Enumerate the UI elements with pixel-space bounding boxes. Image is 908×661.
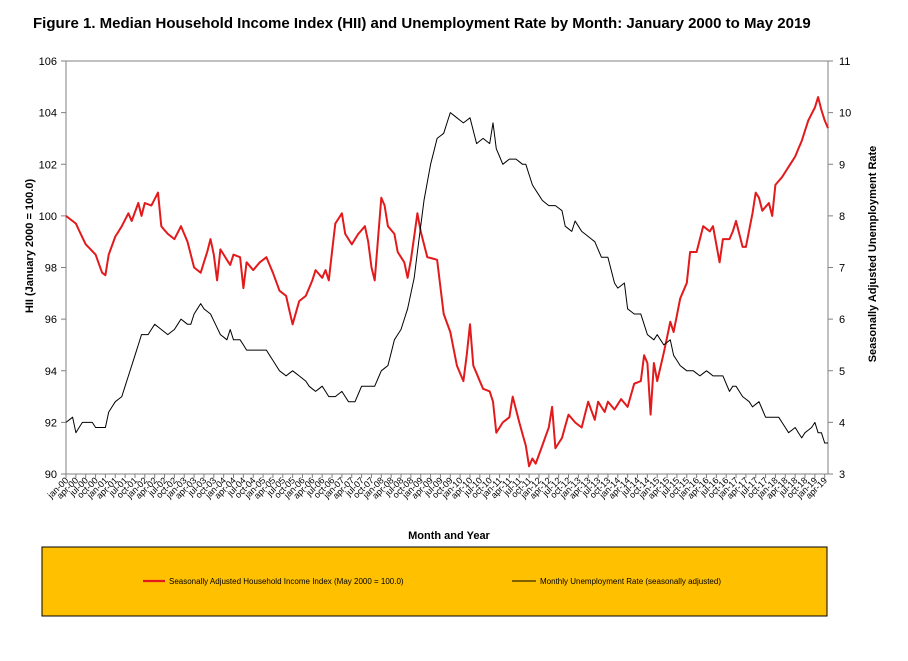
legend-box [41, 546, 828, 617]
left-tick-label: 106 [39, 56, 57, 68]
left-y-axis: 90 92 94 96 98 100 102 104 106 [39, 56, 66, 481]
right-tick-label: 11 [839, 56, 850, 68]
legend-label-income: Seasonally Adjusted Household Income Ind… [169, 577, 404, 586]
left-tick-label: 100 [39, 211, 57, 223]
right-tick-label: 6 [839, 314, 845, 326]
right-axis-title: Seasonally Adjusted Unemployment Rate [867, 146, 879, 363]
legend-label-unemployment: Monthly Unemployment Rate (seasonally ad… [540, 577, 721, 586]
left-tick-label: 104 [39, 108, 57, 120]
right-tick-label: 7 [839, 263, 845, 275]
right-tick-label: 5 [839, 366, 845, 378]
series-line-unemployment-rate [65, 112, 828, 444]
x-axis-title: Month and Year [408, 530, 490, 542]
left-tick-label: 90 [45, 469, 57, 481]
left-axis-title: HII (January 2000 = 100.0) [24, 179, 36, 314]
series-line-income-index [65, 96, 829, 468]
right-tick-label: 8 [839, 211, 845, 223]
left-tick-label: 102 [39, 159, 57, 171]
right-tick-label: 4 [839, 417, 845, 429]
right-tick-label: 10 [839, 108, 851, 120]
right-tick-label: 3 [839, 469, 845, 481]
left-tick-label: 98 [45, 263, 57, 275]
x-axis: jan-00apr-00jul-00oct-00jan-01apr-01jul-… [45, 474, 829, 501]
right-y-axis: 3 4 5 6 7 8 9 10 11 [828, 56, 851, 481]
series-layer [65, 96, 829, 468]
left-tick-label: 94 [45, 366, 57, 378]
left-tick-label: 96 [45, 314, 57, 326]
left-tick-label: 92 [45, 417, 57, 429]
right-tick-label: 9 [839, 159, 845, 171]
chart-title: Figure 1. Median Household Income Index … [33, 15, 811, 32]
